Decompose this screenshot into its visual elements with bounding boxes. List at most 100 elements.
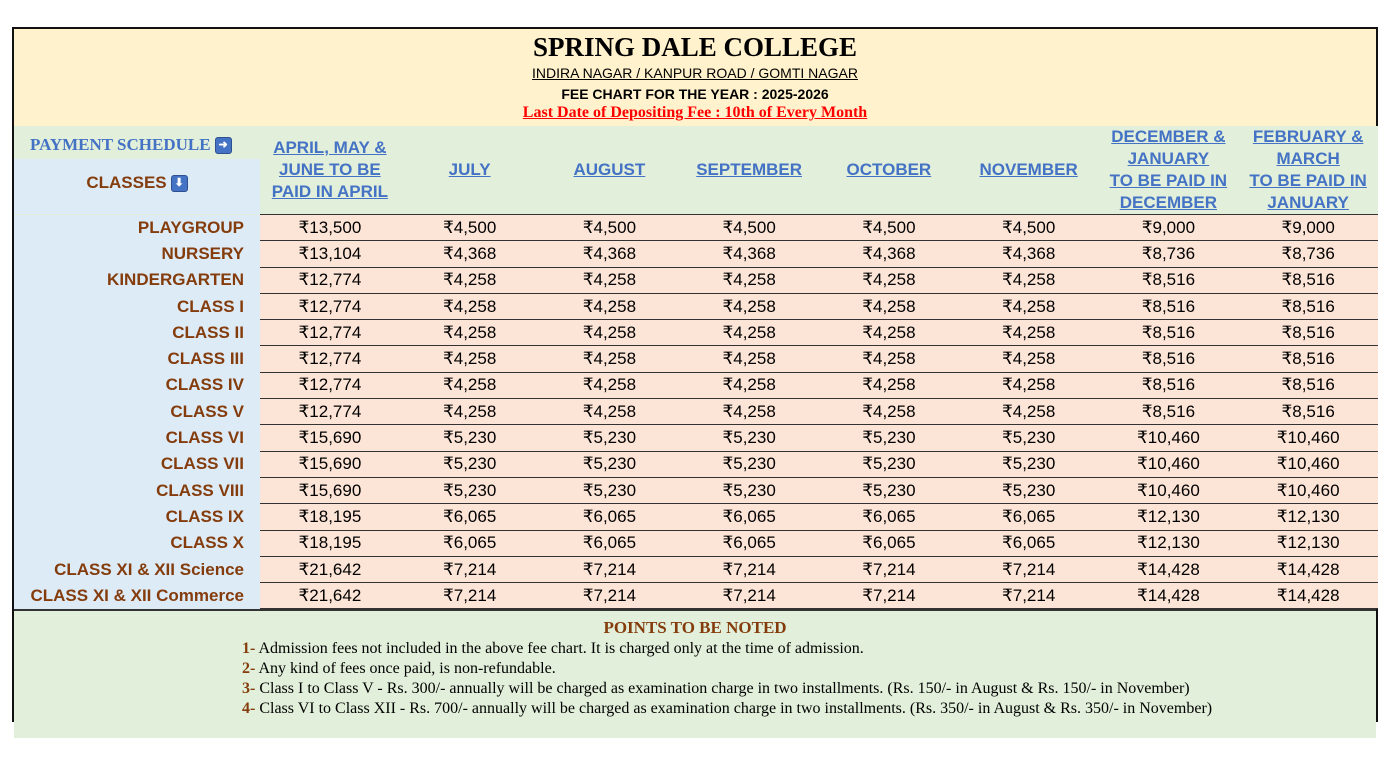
class-label: NURSERY	[14, 240, 260, 268]
table-row: NURSERY ₹13,104 ₹4,368 ₹4,368 ₹4,368 ₹4,368 ₹4…	[14, 240, 1378, 268]
fee-cell: ₹8,736	[1238, 240, 1378, 268]
fee-cell: ₹12,774	[260, 345, 400, 373]
table-row: CLASS X ₹18,195 ₹6,065 ₹6,065 ₹6,065 ₹6,065 ₹6…	[14, 530, 1378, 557]
fee-cell: ₹15,690	[260, 451, 400, 478]
fee-cell: ₹12,130	[1098, 530, 1239, 557]
fee-cell: ₹21,642	[260, 556, 400, 584]
class-label: CLASS V	[14, 398, 260, 425]
fee-cell: ₹4,258	[958, 372, 1099, 400]
fee-cell: ₹12,774	[260, 267, 400, 294]
class-label: PLAYGROUP	[14, 214, 260, 241]
fee-cell: ₹7,214	[679, 556, 819, 584]
fee-cell: ₹7,214	[679, 582, 819, 610]
fee-cell: ₹6,065	[539, 530, 680, 557]
fee-cell: ₹6,065	[819, 503, 959, 531]
column-header[interactable]: JULY	[399, 126, 540, 215]
fee-cell: ₹4,258	[539, 372, 680, 400]
column-header[interactable]: AUGUST	[539, 126, 680, 215]
class-label: CLASS IV	[14, 372, 260, 399]
fee-cell: ₹15,690	[260, 477, 400, 505]
fee-cell: ₹8,516	[1098, 345, 1239, 373]
fee-cell: ₹10,460	[1238, 477, 1378, 505]
class-label: CLASS III	[14, 345, 260, 373]
column-header[interactable]: SEPTEMBER	[679, 126, 819, 215]
fee-cell: ₹7,214	[539, 556, 680, 584]
class-label: CLASS VIII	[14, 477, 260, 504]
column-header-line: SEPTEMBER	[696, 160, 803, 179]
fee-cell: ₹10,460	[1098, 424, 1239, 452]
fee-cell: ₹4,258	[399, 398, 540, 426]
notes-section: POINTS TO BE NOTED 1- Admission fees not…	[14, 609, 1376, 739]
fee-cell: ₹18,195	[260, 503, 400, 531]
class-label: KINDERGARTEN	[14, 267, 260, 294]
fee-cell: ₹18,195	[260, 530, 400, 557]
table-row: PLAYGROUP ₹13,500 ₹4,500 ₹4,500 ₹4,500 ₹4,500…	[14, 214, 1378, 242]
fee-cell: ₹5,230	[958, 477, 1099, 505]
class-label: CLASS IX	[14, 503, 260, 531]
fee-cell: ₹13,500	[260, 214, 400, 242]
fee-cell: ₹5,230	[958, 424, 1099, 452]
fee-cell: ₹10,460	[1098, 451, 1239, 478]
note-item: 1- Admission fees not included in the ab…	[242, 640, 864, 658]
note-item: 2- Any kind of fees once paid, is non-re…	[242, 660, 556, 678]
fee-cell: ₹4,500	[819, 214, 959, 242]
fee-cell: ₹5,230	[539, 477, 680, 505]
fee-cell: ₹15,690	[260, 424, 400, 452]
fee-cell: ₹4,258	[539, 345, 680, 373]
fee-cell: ₹12,130	[1238, 503, 1378, 531]
arrow-right-icon: ➜	[214, 137, 232, 154]
fee-cell: ₹12,774	[260, 293, 400, 321]
fee-cell: ₹6,065	[679, 503, 819, 531]
fee-cell: ₹7,214	[539, 582, 680, 610]
fee-cell: ₹8,516	[1098, 293, 1239, 321]
fee-cell: ₹5,230	[819, 424, 959, 452]
fee-cell: ₹13,104	[260, 240, 400, 268]
fee-cell: ₹5,230	[819, 451, 959, 478]
fee-cell: ₹8,516	[1098, 267, 1239, 294]
fee-cell: ₹4,258	[819, 372, 959, 400]
column-header[interactable]: DECEMBER & JANUARY TO BE PAID IN DECEMBER	[1098, 126, 1239, 215]
classes-label: CLASSES ⬇	[14, 159, 260, 214]
column-header-line: DECEMBER &	[1111, 127, 1226, 146]
class-label: CLASS VII	[14, 451, 260, 478]
fee-cell: ₹12,130	[1098, 503, 1239, 531]
fee-cell: ₹5,230	[679, 424, 819, 452]
fee-cell: ₹4,258	[539, 398, 680, 426]
fee-cell: ₹4,368	[399, 240, 540, 268]
column-header[interactable]: NOVEMBER	[958, 126, 1099, 215]
column-header-line: NOVEMBER	[979, 160, 1078, 179]
column-header[interactable]: OCTOBER	[819, 126, 959, 215]
payment-schedule-label: PAYMENT SCHEDULE ➜	[14, 126, 260, 159]
fee-cell: ₹4,258	[399, 293, 540, 321]
column-header[interactable]: APRIL, MAY & JUNE TO BE PAID IN APRIL	[260, 126, 400, 215]
fee-cell: ₹8,516	[1098, 372, 1239, 400]
class-label: CLASS X	[14, 530, 260, 557]
column-header-line: OCTOBER	[846, 160, 932, 179]
fee-cell: ₹21,642	[260, 582, 400, 610]
fee-cell: ₹7,214	[399, 556, 540, 584]
fee-cell: ₹4,368	[958, 240, 1099, 268]
arrow-down-icon: ⬇	[170, 175, 188, 192]
class-label: CLASS I	[14, 293, 260, 320]
fee-cell: ₹4,258	[399, 345, 540, 373]
column-header-line: TO BE PAID IN	[1249, 171, 1367, 190]
fee-cell: ₹4,258	[819, 398, 959, 426]
column-header[interactable]: FEBRUARY & MARCH TO BE PAID IN JANUARY	[1238, 126, 1378, 215]
fee-cell: ₹5,230	[399, 477, 540, 505]
column-header-line: FEBRUARY &	[1252, 127, 1364, 146]
fee-cell: ₹6,065	[399, 503, 540, 531]
fee-cell: ₹5,230	[679, 451, 819, 478]
fee-cell: ₹12,774	[260, 372, 400, 400]
fee-cell: ₹4,368	[679, 240, 819, 268]
table-row: CLASS VIII ₹15,690 ₹5,230 ₹5,230 ₹5,230 ₹5,23…	[14, 477, 1378, 505]
table-row: CLASS VI ₹15,690 ₹5,230 ₹5,230 ₹5,230 ₹5,230 ₹…	[14, 424, 1378, 452]
table-row: CLASS III ₹12,774 ₹4,258 ₹4,258 ₹4,258 ₹4,258…	[14, 345, 1378, 373]
fee-cell: ₹4,258	[539, 293, 680, 321]
table-row: CLASS VII ₹15,690 ₹5,230 ₹5,230 ₹5,230 ₹5,230…	[14, 451, 1378, 478]
fee-cell: ₹4,258	[958, 267, 1099, 294]
fee-cell: ₹4,258	[679, 293, 819, 321]
fee-cell: ₹6,065	[539, 503, 680, 531]
class-label: CLASS VI	[14, 424, 260, 452]
table-row: CLASS IV ₹12,774 ₹4,258 ₹4,258 ₹4,258 ₹4,258 ₹…	[14, 372, 1378, 400]
corner-header: PAYMENT SCHEDULE ➜ CLASSES ⬇	[14, 126, 260, 215]
